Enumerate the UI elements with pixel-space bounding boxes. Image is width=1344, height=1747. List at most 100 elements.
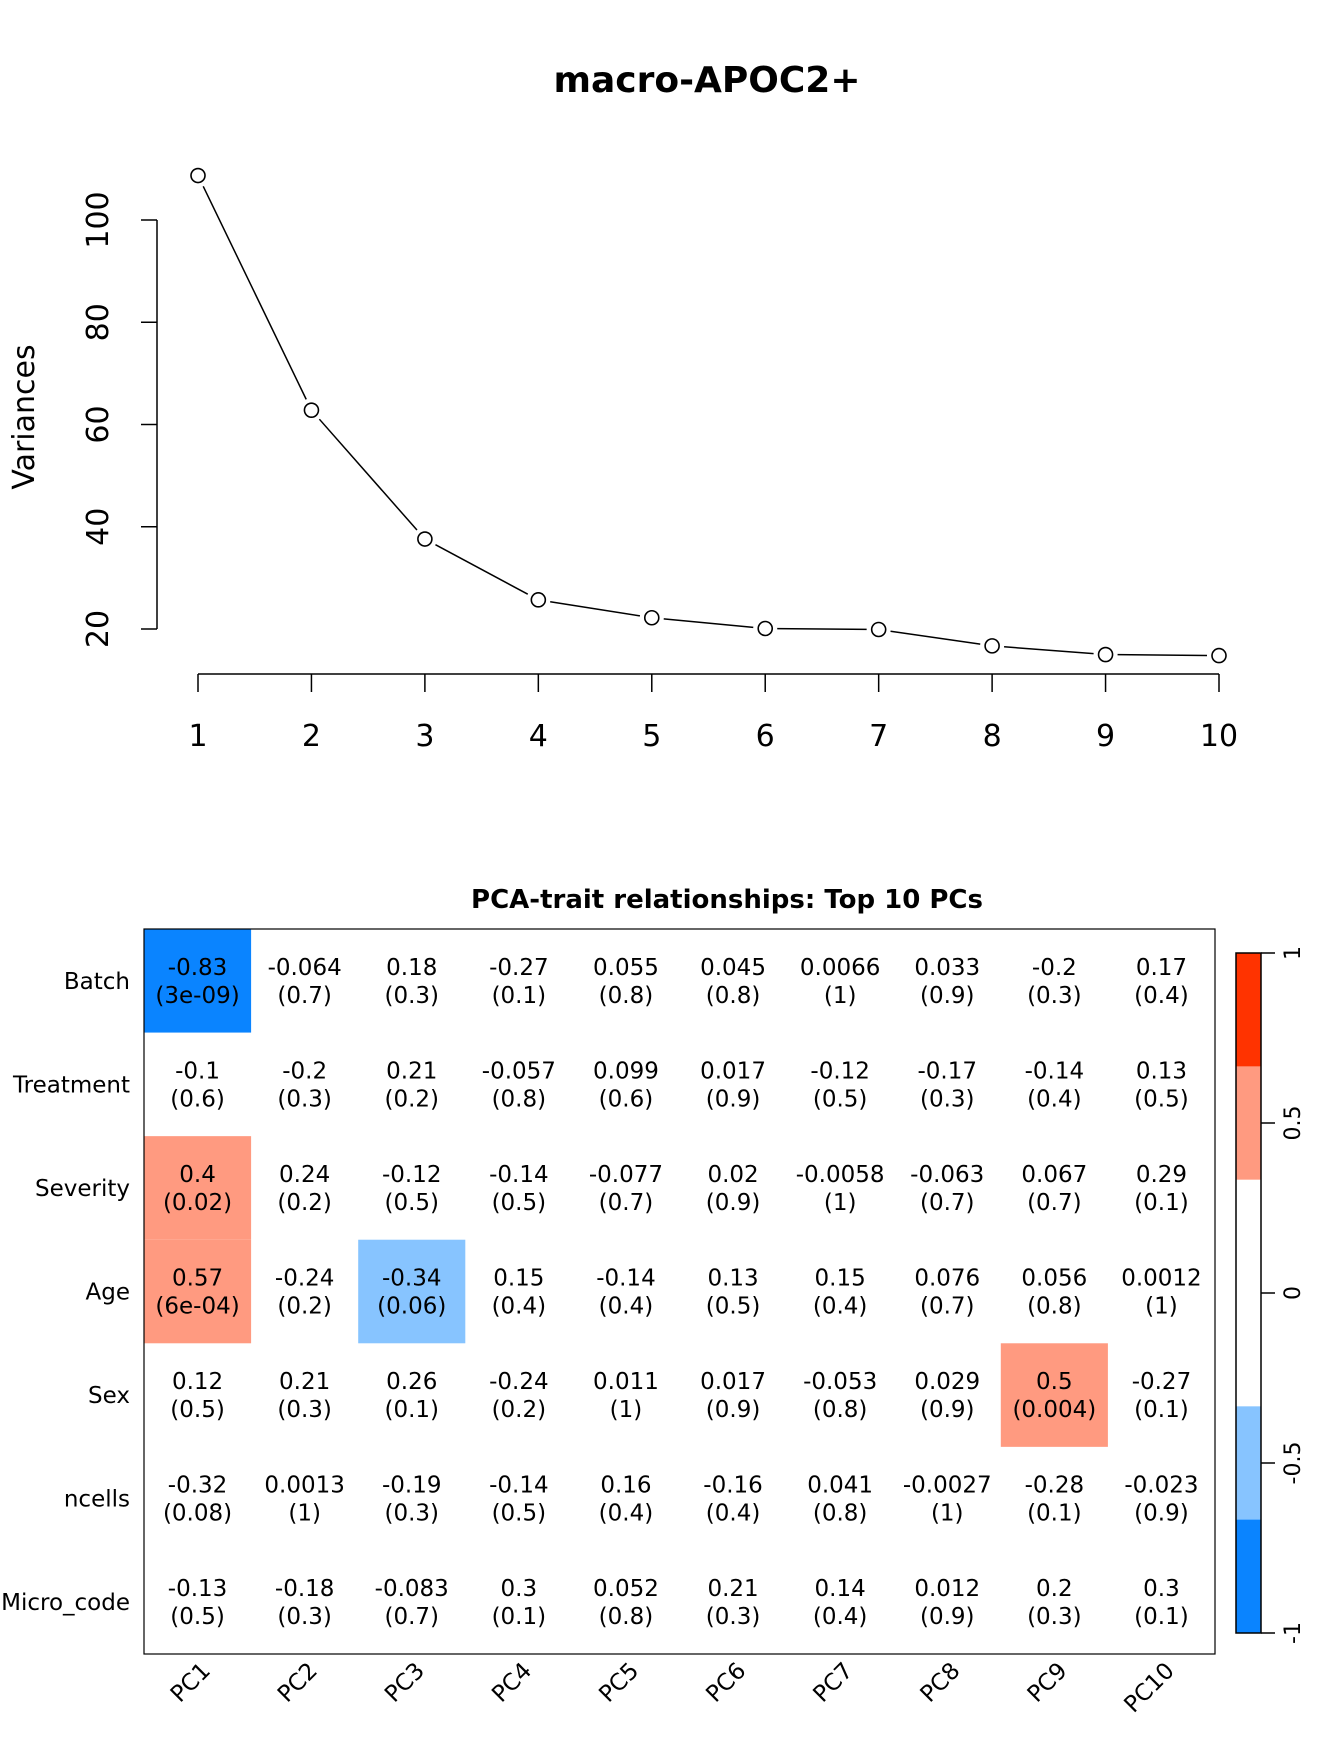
x-tick-label: 8	[983, 719, 1002, 754]
cell-correlation: 0.033	[914, 955, 980, 981]
legend-swatch	[1236, 1066, 1261, 1181]
cell-pvalue: (0.1)	[492, 983, 547, 1009]
data-point	[1097, 646, 1114, 663]
cell-correlation: -0.34	[382, 1266, 442, 1292]
cell-correlation: 0.15	[815, 1266, 866, 1292]
series-segment	[1117, 653, 1208, 657]
column-label: PC3	[380, 1658, 430, 1708]
y-tick-label: 80	[81, 303, 116, 341]
cell-correlation: -0.16	[703, 1473, 763, 1499]
cell-correlation: -0.053	[803, 1369, 877, 1395]
cell-correlation: 0.099	[593, 1058, 659, 1084]
cell-pvalue: (0.02)	[163, 1190, 232, 1216]
x-tick-label: 5	[642, 719, 661, 754]
cell-correlation: -0.14	[489, 1473, 549, 1499]
cell-pvalue: (0.8)	[599, 983, 654, 1009]
cell-pvalue: (1)	[610, 1397, 643, 1423]
y-tick-label: 40	[81, 508, 116, 546]
cell-correlation: 0.017	[700, 1058, 766, 1084]
cell-correlation: 0.3	[1143, 1576, 1180, 1602]
cell-pvalue: (0.7)	[277, 983, 332, 1009]
cell-correlation: 0.029	[914, 1369, 980, 1395]
cell-correlation: -0.063	[910, 1162, 984, 1188]
cell-pvalue: (0.1)	[384, 1397, 439, 1423]
cell-pvalue: (0.1)	[1134, 1190, 1189, 1216]
cell-correlation: -0.12	[810, 1058, 870, 1084]
cell-pvalue: (0.6)	[599, 1086, 654, 1112]
cell-pvalue: (0.3)	[277, 1086, 332, 1112]
cell-correlation: -0.83	[168, 955, 228, 981]
cell-correlation: 0.011	[593, 1369, 659, 1395]
series-segment	[663, 618, 754, 629]
cell-correlation: -0.24	[489, 1369, 549, 1395]
heatmap-cell	[144, 1239, 252, 1344]
cell-pvalue: (0.5)	[706, 1294, 761, 1320]
cell-correlation: 0.0066	[800, 955, 880, 981]
column-label: PC2	[273, 1658, 323, 1708]
cell-correlation: -0.083	[375, 1576, 449, 1602]
cell-pvalue: (0.5)	[492, 1501, 547, 1527]
cell-correlation: 0.02	[707, 1162, 758, 1188]
x-tick-label: 4	[529, 719, 548, 754]
series-segment	[202, 185, 307, 400]
heatmap-cell	[358, 1239, 466, 1344]
cell-pvalue: (0.5)	[492, 1190, 547, 1216]
data-point	[530, 592, 547, 608]
cell-pvalue: (0.7)	[384, 1604, 439, 1630]
data-point	[757, 620, 774, 637]
cell-pvalue: (0.9)	[920, 983, 975, 1009]
cell-pvalue: (1)	[824, 983, 857, 1009]
cell-pvalue: (1)	[288, 1501, 321, 1527]
legend-swatch	[1236, 953, 1261, 1067]
cell-correlation: -0.057	[482, 1058, 556, 1084]
legend-tick-label: -0.5	[1281, 1442, 1306, 1485]
cell-correlation: 0.15	[493, 1266, 544, 1292]
column-label: PC6	[701, 1658, 751, 1708]
cell-correlation: 0.055	[593, 955, 659, 981]
cell-correlation: -0.2	[1032, 955, 1077, 981]
row-label: Batch	[64, 969, 130, 995]
y-tick-label: 100	[81, 191, 116, 248]
row-label: Age	[86, 1280, 130, 1306]
data-point	[417, 531, 433, 547]
column-label: PC8	[916, 1658, 966, 1708]
cell-correlation: 0.067	[1021, 1162, 1087, 1188]
scree-title: macro-APOC2+	[553, 60, 860, 101]
cell-correlation: -0.32	[168, 1473, 228, 1499]
cell-correlation: 0.076	[914, 1266, 980, 1292]
cell-correlation: -0.0027	[903, 1473, 992, 1499]
cell-pvalue: (0.9)	[920, 1604, 975, 1630]
cell-pvalue: (0.8)	[492, 1086, 547, 1112]
cell-pvalue: (0.3)	[384, 983, 439, 1009]
cell-correlation: 0.21	[279, 1369, 330, 1395]
cell-pvalue: (0.8)	[1027, 1294, 1082, 1320]
cell-correlation: -0.27	[1132, 1369, 1192, 1395]
cell-correlation: -0.17	[917, 1058, 977, 1084]
data-point	[870, 621, 887, 638]
row-label: Sex	[88, 1383, 130, 1409]
cell-pvalue: (0.7)	[599, 1190, 654, 1216]
cell-pvalue: (0.1)	[1134, 1604, 1189, 1630]
row-label: Severity	[35, 1176, 130, 1202]
legend-tick-label: 0.5	[1281, 1106, 1306, 1141]
cell-pvalue: (0.4)	[1027, 1086, 1082, 1112]
cell-pvalue: (0.8)	[813, 1397, 868, 1423]
cell-correlation: 0.21	[386, 1058, 437, 1084]
column-label: PC7	[808, 1658, 858, 1708]
cell-pvalue: (0.3)	[1027, 983, 1082, 1009]
cell-correlation: 0.012	[914, 1576, 980, 1602]
cell-pvalue: (0.2)	[277, 1294, 332, 1320]
cell-correlation: -0.077	[589, 1162, 663, 1188]
x-tick-label: 3	[415, 719, 434, 754]
data-point	[643, 609, 660, 626]
cell-correlation: 0.16	[600, 1473, 651, 1499]
data-point	[984, 638, 1000, 654]
cell-pvalue: (0.3)	[277, 1397, 332, 1423]
cell-pvalue: (0.8)	[599, 1604, 654, 1630]
cell-correlation: 0.052	[593, 1576, 659, 1602]
column-label: PC10	[1119, 1658, 1179, 1718]
cell-correlation: 0.2	[1036, 1576, 1073, 1602]
heatmap-cell	[1000, 1343, 1108, 1447]
row-label: ncells	[64, 1487, 130, 1513]
